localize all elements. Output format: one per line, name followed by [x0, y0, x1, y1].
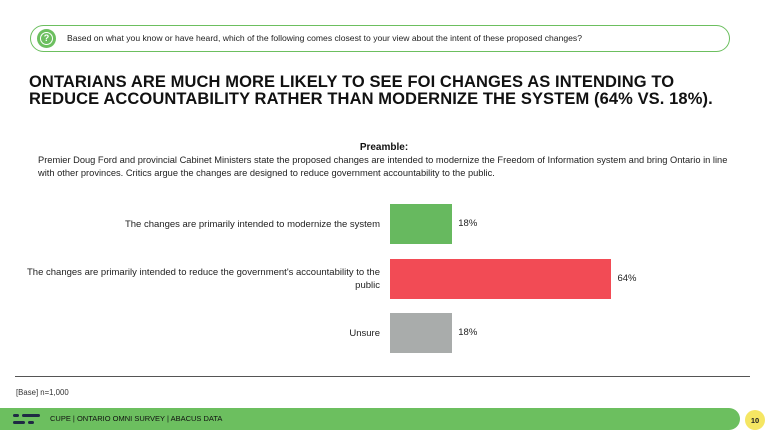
- category-label: The changes are primarily intended to re…: [27, 266, 380, 291]
- preamble-text: Premier Doug Ford and provincial Cabinet…: [38, 155, 728, 178]
- question-text: Based on what you know or have heard, wh…: [67, 33, 582, 43]
- divider: [15, 376, 750, 377]
- category-label: Unsure: [349, 327, 380, 339]
- question-icon: ?: [37, 29, 56, 48]
- footer-bar: [0, 408, 740, 430]
- preamble-title: Preamble:: [359, 142, 409, 153]
- question-box: ? Based on what you know or have heard, …: [30, 25, 730, 52]
- bar-1: [390, 204, 453, 244]
- value-label: 18%: [458, 327, 478, 338]
- footer-text: CUPE | ONTARIO OMNI SURVEY | ABACUS DATA: [50, 414, 223, 423]
- category-label: The changes are primarily intended to mo…: [124, 218, 380, 230]
- page-number: 10: [745, 410, 765, 430]
- bar-chart: The changes are primarily intended to mo…: [0, 195, 768, 365]
- bar-3: [390, 313, 453, 353]
- base-note: [Base] n=1,000: [16, 388, 69, 397]
- abacus-logo-icon: [13, 414, 40, 424]
- page-title: ONTARIANS ARE MUCH MORE LIKELY TO SEE FO…: [29, 73, 713, 108]
- value-label: 64%: [617, 272, 637, 284]
- bar-2: [390, 258, 612, 299]
- value-label: 18%: [458, 218, 478, 229]
